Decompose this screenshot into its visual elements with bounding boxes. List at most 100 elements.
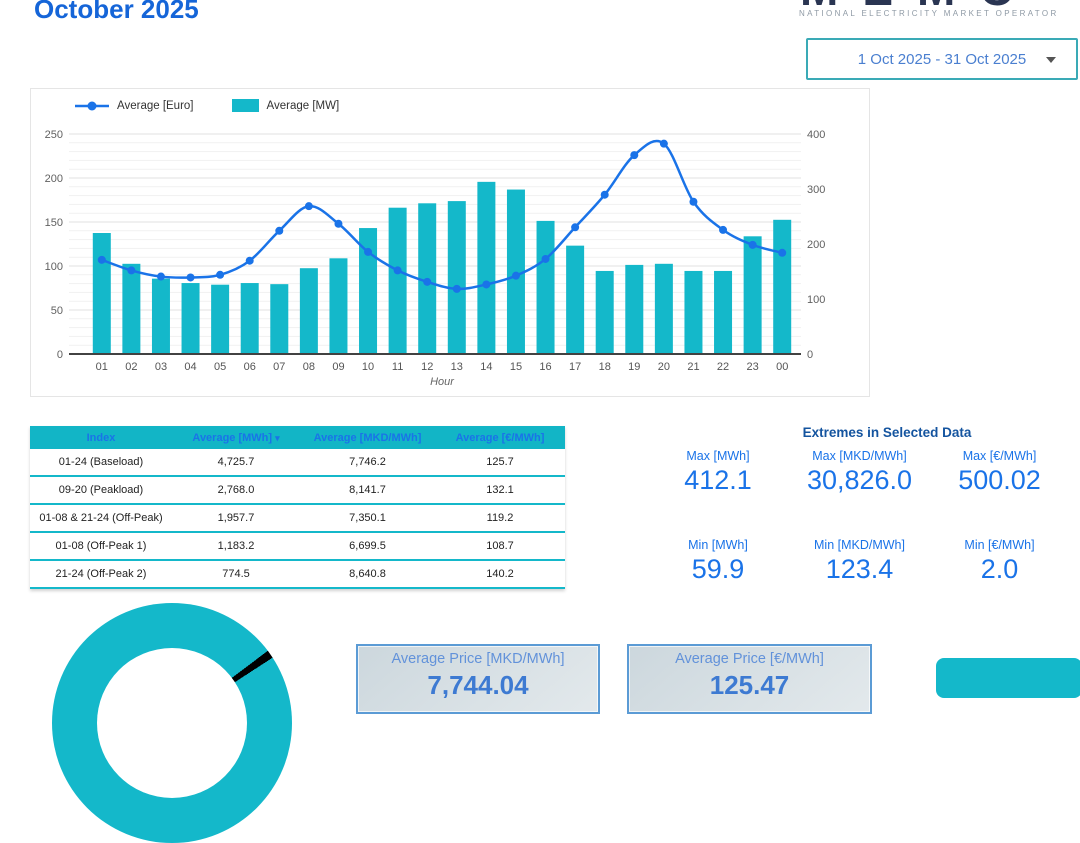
col-header-avg-eur[interactable]: Average [€/MWh]: [435, 426, 565, 449]
bar-swatch-icon: [231, 99, 259, 112]
table-row: 01-08 (Off-Peak 1) 1,183.2 6,699.5 108.7: [30, 532, 565, 561]
svg-text:00: 00: [776, 361, 788, 373]
svg-text:Hour: Hour: [430, 376, 455, 388]
svg-text:100: 100: [45, 261, 63, 273]
table-cell: 132.1: [435, 476, 565, 505]
svg-text:14: 14: [480, 361, 492, 373]
table-cell: 774.5: [172, 560, 300, 589]
svg-text:11: 11: [392, 361, 403, 373]
svg-text:0: 0: [57, 349, 63, 361]
extreme-label: Min [MKD/MWh]: [814, 538, 905, 552]
extreme-value: 2.0: [980, 554, 1019, 584]
dropdown-caret-icon: [1046, 57, 1056, 63]
date-range-value: 1 Oct 2025 - 31 Oct 2025: [857, 50, 1027, 68]
chart-card: Average [Euro] Average [MW] 0 50 100 150 200…: [30, 88, 870, 397]
extreme-item: Min [€/MWh] 2.0: [931, 538, 1068, 585]
table-cell: 4,725.7: [172, 449, 300, 477]
combo-chart: 0 50 100 150 200 250 0 100 200 300 400 01 02 03 04 05 06…: [45, 129, 826, 388]
extreme-value: 59.9: [691, 554, 745, 584]
svg-text:200: 200: [807, 239, 825, 251]
extreme-item: Max [MWh] 412.1: [648, 449, 788, 496]
index-table: Index Average [MWh] ▾ Average [MKD/MWh] A…: [30, 426, 565, 589]
svg-text:02: 02: [125, 361, 137, 373]
table-cell: 01-08 (Off-Peak 1): [30, 532, 172, 561]
table-cell: 1,183.2: [172, 532, 300, 561]
table-cell: 119.2: [435, 504, 565, 533]
svg-text:150: 150: [45, 217, 63, 229]
extreme-value: 30,826.0: [806, 465, 913, 495]
avg-price-mkd-card: Average Price [MKD/MWh] 7,744.04: [356, 644, 600, 714]
svg-text:10: 10: [362, 361, 374, 373]
legend-label: Average [MW]: [266, 99, 340, 112]
extreme-item: Max [MKD/MWh] 30,826.0: [788, 449, 931, 496]
extreme-value: 123.4: [825, 554, 894, 584]
svg-text:15: 15: [510, 361, 522, 373]
svg-text:100: 100: [807, 294, 825, 306]
table-cell: 09-20 (Peakload): [30, 476, 172, 505]
svg-text:05: 05: [214, 361, 226, 373]
svg-text:250: 250: [45, 129, 63, 141]
table-cell: 7,746.2: [300, 449, 435, 477]
memo-logo: MEMO: [800, 0, 1064, 7]
table-cell: 108.7: [435, 532, 565, 561]
extremes-panel: Max [MWh] 412.1 Max [MKD/MWh] 30,826.0 Max […: [648, 449, 1068, 585]
table-cell: 7,350.1: [300, 504, 435, 533]
line-marker-icon: [75, 101, 109, 110]
col-header-avg-mkd[interactable]: Average [MKD/MWh]: [300, 426, 435, 449]
svg-text:06: 06: [244, 361, 256, 373]
gauge-donut: [52, 603, 292, 843]
extreme-label: Max [MKD/MWh]: [812, 449, 907, 463]
legend-item-euro[interactable]: Average [Euro]: [75, 100, 194, 112]
table-row: 21-24 (Off-Peak 2) 774.5 8,640.8 140.2: [30, 560, 565, 589]
svg-text:07: 07: [273, 361, 285, 373]
svg-text:17: 17: [569, 361, 581, 373]
bottom-right-teal-card[interactable]: [936, 658, 1080, 698]
legend-label: Average [Euro]: [117, 99, 194, 112]
svg-text:18: 18: [599, 361, 611, 373]
svg-text:01: 01: [96, 361, 108, 373]
logo-subtitle: NATIONAL ELECTRICITY MARKET OPERATOR: [799, 9, 1059, 18]
legend-item-mw[interactable]: Average [MW]: [231, 99, 340, 112]
sort-caret-icon: ▾: [275, 432, 280, 443]
svg-text:400: 400: [807, 129, 825, 141]
table-cell: 21-24 (Off-Peak 2): [30, 560, 172, 589]
svg-text:300: 300: [807, 184, 825, 196]
svg-text:200: 200: [45, 173, 63, 185]
avg-price-mkd-label: Average Price [MKD/MWh]: [391, 651, 565, 667]
table-row: 01-24 (Baseload) 4,725.7 7,746.2 125.7: [30, 449, 565, 477]
table-cell: 8,141.7: [300, 476, 435, 505]
svg-text:19: 19: [628, 361, 640, 373]
extreme-item: Max [€/MWh] 500.02: [931, 449, 1068, 496]
svg-text:23: 23: [747, 361, 759, 373]
svg-text:50: 50: [51, 305, 63, 317]
svg-text:16: 16: [539, 361, 551, 373]
table-row: 09-20 (Peakload) 2,768.0 8,141.7 132.1: [30, 476, 565, 505]
table-cell: 6,699.5: [300, 532, 435, 561]
table-header-row: Index Average [MWh] ▾ Average [MKD/MWh] A…: [30, 426, 565, 449]
svg-text:20: 20: [658, 361, 670, 373]
page-title: October 2025: [34, 0, 199, 24]
svg-text:13: 13: [451, 361, 463, 373]
avg-price-eur-label: Average Price [€/MWh]: [675, 651, 824, 667]
table-cell: 01-24 (Baseload): [30, 449, 172, 477]
col-header-index[interactable]: Index: [30, 426, 172, 449]
extreme-label: Min [MWh]: [688, 538, 748, 552]
gauge-hole: [97, 648, 247, 798]
svg-text:12: 12: [421, 361, 433, 373]
table-row: 01-08 & 21-24 (Off-Peak) 1,957.7 7,350.1 11…: [30, 504, 565, 533]
svg-text:22: 22: [717, 361, 729, 373]
svg-text:21: 21: [687, 361, 699, 373]
col-header-avg-mwh[interactable]: Average [MWh] ▾: [172, 426, 300, 449]
extreme-value: 500.02: [958, 465, 1041, 495]
table-cell: 01-08 & 21-24 (Off-Peak): [30, 504, 172, 533]
table-cell: 2,768.0: [172, 476, 300, 505]
table-cell: 140.2: [435, 560, 565, 589]
date-range-select[interactable]: 1 Oct 2025 - 31 Oct 2025: [806, 38, 1078, 80]
extremes-title: Extremes in Selected Data: [802, 425, 972, 440]
chart-legend: Average [Euro] Average [MW]: [75, 99, 339, 112]
table-cell: 8,640.8: [300, 560, 435, 589]
extreme-item: Min [MKD/MWh] 123.4: [788, 538, 931, 585]
svg-text:08: 08: [303, 361, 315, 373]
table-cell: 125.7: [435, 449, 565, 477]
svg-text:0: 0: [807, 349, 813, 361]
